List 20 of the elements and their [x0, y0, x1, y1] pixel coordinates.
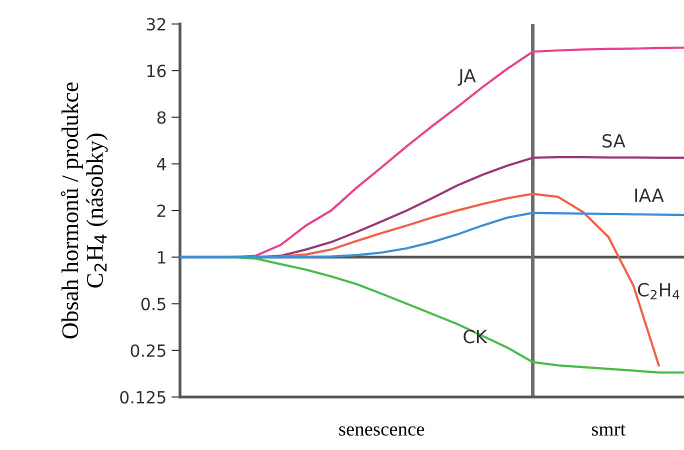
- series-label: C$_{2}$H$_{4}$: [638, 282, 680, 300]
- y-tick-label: 2: [157, 204, 166, 217]
- y-tick-label: 0.25: [130, 344, 166, 357]
- y-axis-title: Obsah hormonů / produkce C$_{2}$H$_{4}$ (násobky): [60, 82, 108, 338]
- y-tick-label: 0.5: [141, 298, 166, 310]
- y-tick-label: 32: [146, 18, 166, 31]
- x-tick-label: smrt: [592, 424, 626, 436]
- y-tick-label: 0.125: [120, 390, 166, 404]
- series-label: JA: [458, 69, 476, 86]
- line-series: [229, 256, 684, 374]
- y-tick-label: 1: [158, 251, 166, 264]
- series-label: IAA: [635, 188, 664, 202]
- y-tick-label: 4: [157, 158, 166, 170]
- y-tick-label: 8: [157, 111, 166, 124]
- x-tick-label: senescence: [339, 426, 424, 436]
- y-tick-label: 16: [147, 64, 166, 78]
- line-series: [229, 46, 684, 258]
- line-series: [180, 212, 684, 258]
- series-label: SA: [602, 134, 626, 148]
- series-label: CK: [464, 330, 488, 344]
